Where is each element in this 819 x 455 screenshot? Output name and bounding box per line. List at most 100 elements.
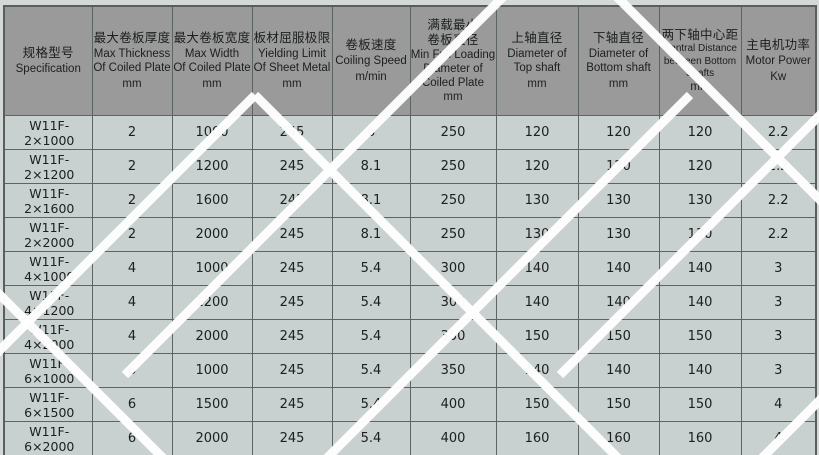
- column-header-bottom-shaft-diameter: 下轴直径 Diameter of Bottom shaft mm: [577, 5, 660, 116]
- cell-max_width: 2000: [171, 421, 253, 455]
- table-row: W11F-2×1000 2 1000 245 6 250 120 120 120 2.2: [3, 115, 817, 150]
- cell-yielding_limit: 245: [251, 285, 333, 320]
- cell-min_full_loading_diameter: 250: [409, 217, 497, 252]
- header-unit-min-diameter: mm: [443, 91, 463, 104]
- cell-bottom_shaft_diameter: 150: [577, 319, 660, 354]
- cell-specification: W11F-2×2000: [3, 217, 93, 252]
- cell-coiling_speed: 5.4: [331, 421, 411, 455]
- column-header-top-shaft-diameter: 上轴直径 Diameter of Top shaft mm: [495, 5, 579, 116]
- cell-specification: W11F-4×1200: [3, 285, 93, 320]
- cell-min_full_loading_diameter: 250: [409, 183, 497, 218]
- cell-min_full_loading_diameter: 350: [409, 319, 497, 354]
- header-unit-bottom-shaft: mm: [608, 77, 629, 90]
- table-row: W11F-4×1200 4 1200 245 5.4 300 140 140 140 3: [3, 285, 817, 320]
- header-unit-coiling-speed: m/min: [355, 70, 387, 83]
- column-header-coiling-speed: 卷板速度 Coiling Speed m/min: [331, 5, 411, 116]
- cell-max_width: 2000: [171, 319, 253, 354]
- cell-max_thickness: 6: [91, 387, 173, 422]
- cell-top_shaft_diameter: 120: [495, 115, 579, 150]
- header-unit-motor-power: Kw: [770, 70, 787, 83]
- header-en-top-shaft-1: Diameter of: [507, 47, 567, 60]
- header-en-bottom-shaft-1: Diameter of: [588, 47, 649, 60]
- cell-specification: W11F-2×1000: [3, 115, 93, 150]
- header-en-min-diameter-3: Coiled Plate: [421, 77, 484, 90]
- cell-max_width: 1000: [171, 251, 253, 286]
- cell-motor_power: 2.2: [740, 149, 817, 184]
- cell-motor_power: 2.2: [740, 217, 817, 252]
- header-unit-top-shaft: mm: [527, 77, 547, 90]
- header-unit-max-thickness: mm: [122, 77, 142, 90]
- cell-bottom_shaft_diameter: 140: [577, 353, 660, 388]
- header-en-max-thickness-1: Max Thickness: [93, 47, 171, 60]
- cell-specification: W11F-6×1000: [3, 353, 93, 388]
- cell-top_shaft_diameter: 150: [495, 387, 579, 422]
- cell-top_shaft_diameter: 130: [495, 183, 579, 218]
- cell-central_distance: 120: [658, 149, 742, 184]
- cell-coiling_speed: 5.4: [331, 319, 411, 354]
- cell-yielding_limit: 245: [251, 319, 333, 354]
- cell-max_thickness: 2: [91, 115, 173, 150]
- cell-motor_power: 3: [740, 353, 817, 388]
- cell-bottom_shaft_diameter: 160: [577, 421, 660, 455]
- header-cn-max-thickness: 最大卷板厚度: [93, 31, 171, 46]
- header-cn-yielding-limit: 板材屈服极限: [253, 31, 331, 46]
- cell-central_distance: 150: [658, 319, 742, 354]
- cell-min_full_loading_diameter: 400: [409, 421, 497, 455]
- cell-max_thickness: 4: [91, 319, 173, 354]
- cell-central_distance: 130: [658, 183, 742, 218]
- header-en-yielding-limit-2: Of Sheet Metal: [253, 61, 331, 74]
- cell-max_width: 2000: [171, 217, 253, 252]
- cell-max_thickness: 2: [91, 149, 173, 184]
- cell-min_full_loading_diameter: 250: [409, 149, 497, 184]
- table-row: W11F-2×2000 2 2000 245 8.1 250 130 130 130 2.2: [3, 217, 817, 252]
- header-cn-top-shaft: 上轴直径: [511, 31, 563, 46]
- cell-yielding_limit: 245: [251, 183, 333, 218]
- cell-central_distance: 130: [658, 217, 742, 252]
- column-header-specification: 规格型号 Specification: [3, 5, 93, 116]
- table-row: W11F-4×2000 4 2000 245 5.4 350 150 150 150 3: [3, 319, 817, 354]
- table-header: 规格型号 Specification 最大卷板厚度 Max Thickness …: [3, 5, 817, 116]
- cell-min_full_loading_diameter: 300: [409, 251, 497, 286]
- cell-min_full_loading_diameter: 250: [409, 115, 497, 150]
- cell-yielding_limit: 245: [251, 251, 333, 286]
- table-row: W11F-6×1500 6 1500 245 5.4 400 150 150 150 4: [3, 387, 817, 422]
- cell-central_distance: 120: [658, 115, 742, 150]
- cell-bottom_shaft_diameter: 150: [577, 387, 660, 422]
- cell-specification: W11F-6×2000: [3, 421, 93, 455]
- cell-yielding_limit: 245: [251, 421, 333, 455]
- cell-motor_power: 4: [740, 387, 817, 422]
- cell-motor_power: 4: [740, 421, 817, 455]
- cell-coiling_speed: 8.1: [331, 149, 411, 184]
- cell-top_shaft_diameter: 150: [495, 319, 579, 354]
- table-body: W11F-2×1000 2 1000 245 6 250 120 120 120 2.2 W11F-…: [3, 115, 817, 455]
- header-en-min-diameter-1: Min Full Loading: [410, 49, 496, 62]
- cell-coiling_speed: 8.1: [331, 217, 411, 252]
- cell-max_thickness: 2: [91, 217, 173, 252]
- cell-min_full_loading_diameter: 400: [409, 387, 497, 422]
- cell-motor_power: 2.2: [740, 115, 817, 150]
- header-en-central-distance-3: Shafts: [685, 67, 715, 79]
- cell-coiling_speed: 5.4: [331, 251, 411, 286]
- cell-max_thickness: 4: [91, 251, 173, 286]
- header-cn-min-diameter-2: 卷板直径: [427, 32, 479, 47]
- header-row: 规格型号 Specification 最大卷板厚度 Max Thickness …: [3, 5, 817, 116]
- header-cn-min-diameter-1: 满载最小: [427, 17, 479, 32]
- header-en-min-diameter-2: Diameter of: [423, 63, 483, 76]
- header-cn-coiling-speed: 卷板速度: [345, 38, 397, 53]
- cell-max_thickness: 6: [91, 421, 173, 455]
- header-en-top-shaft-2: Top shaft: [513, 61, 561, 74]
- cell-specification: W11F-2×1600: [3, 183, 93, 218]
- column-header-max-width: 最大卷板宽度 Max Width Of Coiled Plate mm: [171, 5, 253, 116]
- cell-bottom_shaft_diameter: 120: [577, 149, 660, 184]
- header-en-bottom-shaft-2: Bottom shaft: [586, 61, 651, 74]
- header-en-central-distance-1: Central Distance: [663, 43, 737, 55]
- cell-max_width: 1600: [171, 183, 253, 218]
- cell-central_distance: 140: [658, 353, 742, 388]
- cell-max_width: 1200: [171, 149, 253, 184]
- cell-max_thickness: 2: [91, 183, 173, 218]
- table-row: W11F-6×1000 6 1000 245 5.4 350 140 140 140 3: [3, 353, 817, 388]
- cell-yielding_limit: 245: [251, 353, 333, 388]
- header-cn-central-distance: 两下轴中心距: [661, 28, 739, 43]
- cell-yielding_limit: 245: [251, 115, 333, 150]
